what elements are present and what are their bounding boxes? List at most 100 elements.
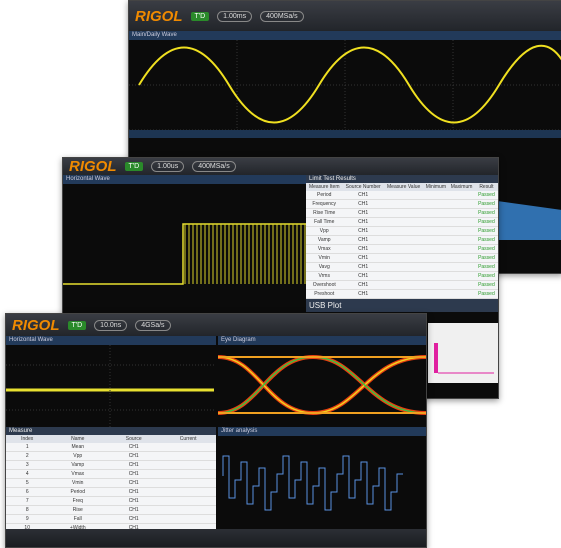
table-row: Vrms CH1 Passed [306,271,498,281]
table-cell: Fall Time [306,217,343,227]
table-cell [383,289,424,299]
table-cell [160,505,216,515]
column-header: Measure Item [306,183,343,191]
table-cell: 4 [6,469,49,479]
waveform [6,345,214,427]
table-row: 1 Mean CH1 [6,443,216,452]
table-cell: Vmax [306,244,343,254]
table-cell: CH1 [107,443,161,452]
panel-title: Horizontal Wave [6,336,216,345]
table-cell [383,191,424,200]
column-header: Current [160,435,216,443]
table-cell: Preshoot [306,289,343,299]
table-cell [160,523,216,529]
table-cell [160,443,216,452]
measure-table: Index Name Source Current 1 Mean CH1 2 Vpp CH1 3 Va… [6,435,216,529]
panel-title: Main/Daily Wave [129,31,561,40]
sample-rate[interactable]: 400MSa/s [192,161,236,172]
table-cell: 6 [6,487,49,497]
table-cell [383,253,424,263]
table-cell [383,217,424,227]
table-cell: Passed [474,262,498,272]
table-cell [383,226,424,236]
table-cell: Passed [474,253,498,263]
table-cell [448,289,475,299]
column-header: Index [6,435,49,443]
table-row: Vmax CH1 Passed [306,244,498,254]
table-cell: Passed [474,289,498,299]
table-row: 3 Vamp CH1 [6,460,216,470]
table-cell: CH1 [107,478,161,488]
timebase[interactable]: 1.00ms [217,10,253,22]
table-cell [423,208,449,218]
table-cell: CH1 [342,217,384,227]
table-cell [448,208,475,218]
sample-rate[interactable]: 4GSa/s [135,319,171,331]
table-cell [160,469,216,479]
jitter-title: Jitter analysis [218,427,426,436]
table-cell: Vrms [306,271,343,281]
table-cell: CH1 [107,487,161,497]
table-row: 7 Freq CH1 [6,496,216,506]
table-row: Rise Time CH1 Passed [306,208,498,218]
table-cell [448,191,475,200]
table-row: 5 Vmin CH1 [6,478,216,488]
table-cell: Period [48,487,108,497]
table-cell [423,217,449,227]
table-cell: Vmax [48,469,108,479]
table-cell [423,191,449,200]
table-cell [423,271,449,281]
table-cell [160,496,216,506]
table-row: 10 +Width CH1 [6,523,216,529]
table-cell: CH1 [342,199,384,209]
table-cell: CH1 [107,469,161,479]
table-cell: CH1 [342,262,384,272]
table-title: Limit Test Results [306,175,498,183]
table-cell [160,451,216,461]
logo: RIGOL [12,316,60,334]
table-cell: CH1 [342,253,384,263]
table-cell: Passed [474,199,498,209]
usb-plot[interactable]: USB Plot [306,299,498,312]
column-header: Source [107,435,161,443]
table-cell [423,244,449,254]
eye-diagram [218,354,426,416]
table-cell: 9 [6,514,49,524]
logo: RIGOL [135,7,183,25]
table-cell: Freq [48,496,108,506]
table-cell: CH1 [107,514,161,524]
waveform [63,223,308,285]
table-cell: Vmin [48,478,108,488]
table-row: Preshoot CH1 Passed [306,289,498,299]
table-cell [383,244,424,254]
status[interactable]: T'D [67,320,87,330]
timebase[interactable]: 10.0ns [94,319,128,331]
table-cell [160,487,216,497]
table-cell: CH1 [107,505,161,515]
table-cell: Vavg [306,262,343,272]
sample-rate[interactable]: 400MSa/s [260,10,304,22]
table-row: 4 Vmax CH1 [6,469,216,479]
table-cell: CH1 [342,208,384,218]
table-cell: CH1 [107,460,161,470]
histogram [428,323,498,383]
table-cell [448,226,475,236]
table-cell [423,280,449,290]
table-cell: CH1 [342,191,384,200]
table-row: Vavg CH1 Passed [306,262,498,272]
panel-title: Horizontal Wave [63,175,308,184]
table-cell [423,199,449,209]
table-cell: Period [306,191,343,200]
timebase[interactable]: 1.00us [151,161,185,172]
status[interactable]: T'D [124,162,144,171]
table-cell [423,289,449,299]
table-cell: +Width [48,523,108,529]
table-cell: Passed [474,191,498,200]
logo: RIGOL [69,158,117,175]
column-header: Measure Value [383,183,424,191]
table-cell [383,235,424,245]
table-cell [160,478,216,488]
table-cell [448,235,475,245]
status[interactable]: T'D [190,11,210,21]
measure-panel: Measure Index Name Source Current 1 Mean CH1 2 V… [6,427,216,529]
